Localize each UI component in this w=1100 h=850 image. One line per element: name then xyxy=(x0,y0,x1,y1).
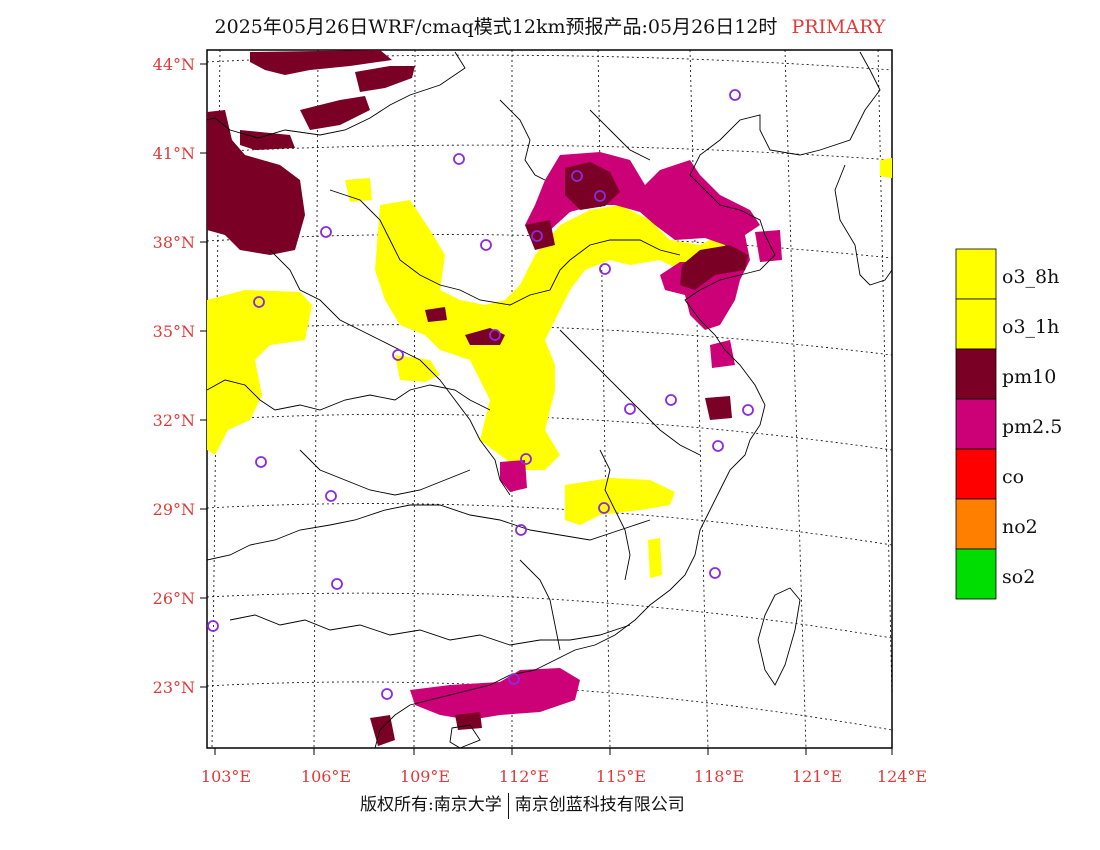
title-text: 2025年05月26日WRF/cmaq模式12km预报产品:05月26日12时 xyxy=(214,16,778,38)
lat-label: 26°N xyxy=(153,589,195,608)
station-marker xyxy=(392,349,404,361)
station-marker xyxy=(253,296,265,308)
copyright-right: 南京创蓝科技有限公司 xyxy=(514,795,685,815)
legend-swatch-o3-8h xyxy=(955,248,997,300)
station-markers xyxy=(207,89,754,700)
station-marker xyxy=(489,329,501,341)
lat-labels: 44°N 41°N 38°N 35°N 32°N 29°N 26°N 23°N xyxy=(153,55,195,697)
copyright-footer: 版权所有:南京大学 南京创蓝科技有限公司 xyxy=(360,790,685,819)
station-marker xyxy=(320,226,332,238)
lat-label: 44°N xyxy=(153,55,195,74)
lon-label: 103°E xyxy=(201,767,251,786)
legend: o3_8h o3_1h pm10 pm2.5 co no2 so2 xyxy=(955,248,1062,600)
legend-swatch-no2 xyxy=(955,498,997,550)
station-marker xyxy=(709,567,721,579)
boundary-lines xyxy=(207,51,892,748)
station-marker xyxy=(598,502,610,514)
lon-label: 118°E xyxy=(694,767,744,786)
legend-label-o3-8h: o3_8h xyxy=(1002,266,1059,288)
lon-label: 124°E xyxy=(877,767,927,786)
station-marker xyxy=(480,239,492,251)
pm10-patches xyxy=(207,50,748,746)
station-marker xyxy=(742,404,754,416)
lon-label: 112°E xyxy=(499,767,549,786)
lon-label: 121°E xyxy=(792,767,842,786)
station-marker xyxy=(453,153,465,165)
station-marker xyxy=(331,578,343,590)
station-marker xyxy=(508,673,520,685)
lat-label: 32°N xyxy=(153,411,195,430)
legend-swatch-o3-1h xyxy=(955,298,997,350)
station-marker xyxy=(325,490,337,502)
lat-label: 35°N xyxy=(153,322,195,341)
station-marker xyxy=(599,263,611,275)
lat-label: 29°N xyxy=(153,500,195,519)
o3-patches xyxy=(207,158,892,578)
footer-separator xyxy=(507,792,509,819)
legend-swatch-co xyxy=(955,448,997,500)
legend-label-pm25: pm2.5 xyxy=(1002,416,1062,438)
lon-label: 106°E xyxy=(301,767,351,786)
copyright-left: 版权所有:南京大学 xyxy=(360,795,502,815)
legend-label-so2: so2 xyxy=(1002,566,1035,588)
legend-swatch-pm10 xyxy=(955,348,997,400)
lon-label: 115°E xyxy=(596,767,646,786)
lon-labels: 103°E 106°E 109°E 112°E 115°E 118°E 121°… xyxy=(201,767,927,786)
station-marker xyxy=(624,403,636,415)
station-marker xyxy=(531,230,543,242)
legend-label-co: co xyxy=(1002,466,1024,488)
map-content xyxy=(207,50,892,748)
station-marker xyxy=(255,456,267,468)
station-marker xyxy=(571,170,583,182)
lat-label: 38°N xyxy=(153,233,195,252)
station-marker xyxy=(729,89,741,101)
lon-label: 109°E xyxy=(400,767,450,786)
legend-label-pm10: pm10 xyxy=(1002,366,1056,388)
legend-label-o3-1h: o3_1h xyxy=(1002,316,1059,338)
station-marker xyxy=(520,453,532,465)
lat-label: 23°N xyxy=(153,678,195,697)
station-marker xyxy=(207,620,219,632)
lat-label: 41°N xyxy=(153,144,195,163)
station-marker xyxy=(594,190,606,202)
axis-ticks xyxy=(200,63,893,755)
primary-tag: PRIMARY xyxy=(791,16,886,38)
legend-swatch-pm25 xyxy=(955,398,997,450)
map-title: 2025年05月26日WRF/cmaq模式12km预报产品:05月26日12时 P… xyxy=(0,12,1100,39)
legend-label-no2: no2 xyxy=(1002,516,1038,538)
station-marker xyxy=(665,394,677,406)
station-marker xyxy=(381,688,393,700)
station-marker xyxy=(712,440,724,452)
station-marker xyxy=(515,524,527,536)
legend-swatch-so2 xyxy=(955,548,997,600)
